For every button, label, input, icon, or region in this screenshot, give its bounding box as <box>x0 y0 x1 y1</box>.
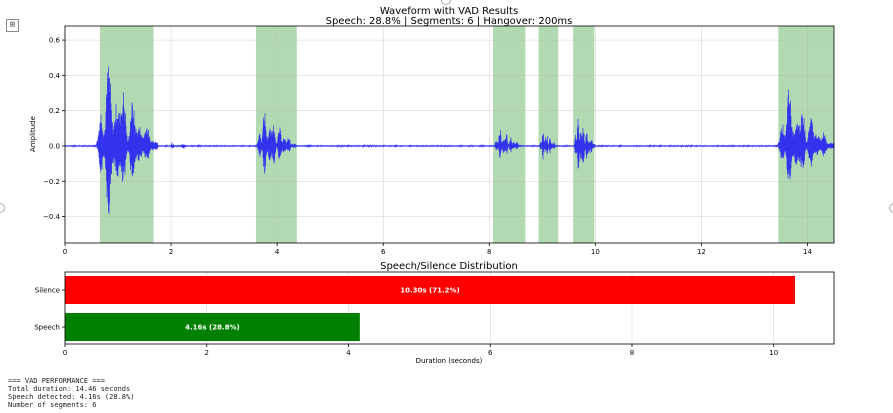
category-label: Speech <box>34 324 60 332</box>
x-tick-label: 8 <box>630 349 634 357</box>
x-tick-label: 10 <box>769 349 778 357</box>
x-tick-label: 2 <box>205 349 209 357</box>
distribution-bars: 10.30s (71.2%) 4.16s (28.8%) <box>65 276 796 341</box>
x-tick-label: 6 <box>488 349 493 357</box>
x-tick-label: 12 <box>697 248 706 256</box>
x-tick-label: 4 <box>275 248 280 256</box>
distribution-x-ticks: 0 2 4 6 8 10 <box>63 344 778 357</box>
y-tick-label: 0.0 <box>49 142 60 150</box>
x-tick-label: 8 <box>487 248 491 256</box>
waveform-plot-frame <box>64 25 835 244</box>
distribution-x-axis-label: Duration (seconds) <box>416 357 483 365</box>
perf-line: Speech detected: 4.16s (28.8%) <box>8 393 135 401</box>
right-edge-handle <box>889 203 893 213</box>
waveform-y-ticks: −0.4 −0.2 0.0 0.2 0.4 0.6 <box>43 37 65 221</box>
output-toggle-icon[interactable]: ⊞ <box>6 19 19 32</box>
y-tick-label: 0.6 <box>49 37 61 45</box>
distribution-title: Speech/Silence Distribution <box>380 261 518 272</box>
x-tick-label: 14 <box>803 248 812 256</box>
x-tick-label: 4 <box>346 349 351 357</box>
bar-value-label: 10.30s (71.2%) <box>400 287 459 295</box>
speech-segment <box>255 26 297 243</box>
distribution-plot-frame <box>64 271 835 345</box>
y-tick-label: 0.2 <box>49 107 60 115</box>
distribution-bar <box>65 276 796 304</box>
x-tick-label: 2 <box>169 248 173 256</box>
distribution-bar <box>65 313 360 341</box>
waveform-x-ticks: 0 2 4 6 8 10 12 14 <box>63 243 812 256</box>
speech-segment <box>538 26 559 243</box>
x-tick-label: 6 <box>381 248 386 256</box>
vad-performance-text: === VAD PERFORMANCE === Total duration: … <box>8 377 134 409</box>
waveform-grid <box>64 26 834 243</box>
waveform-layer <box>64 66 835 214</box>
x-tick-label: 0 <box>63 349 67 357</box>
speech-segment <box>492 26 526 243</box>
perf-line: Number of segments: 6 <box>8 401 97 409</box>
y-tick-label: 0.4 <box>49 72 61 80</box>
y-tick-label: −0.2 <box>43 178 60 186</box>
waveform-subtitle: Speech: 28.8% | Segments: 6 | Hangover: … <box>326 16 573 27</box>
perf-line: Total duration: 14.46 seconds <box>8 385 131 393</box>
y-tick-label: −0.4 <box>43 213 61 221</box>
distribution-y-ticks: Silence Speech <box>34 287 65 332</box>
speech-segments-layer <box>100 26 834 243</box>
waveform-title: Waveform with VAD Results <box>380 6 518 17</box>
bar-value-label: 4.16s (28.8%) <box>185 324 240 332</box>
perf-line: === VAD PERFORMANCE === <box>8 377 105 385</box>
x-tick-label: 0 <box>63 248 67 256</box>
x-tick-label: 10 <box>591 248 600 256</box>
waveform-line <box>64 66 835 214</box>
waveform-y-axis-label: Amplitude <box>29 116 37 152</box>
category-label: Silence <box>35 287 60 295</box>
